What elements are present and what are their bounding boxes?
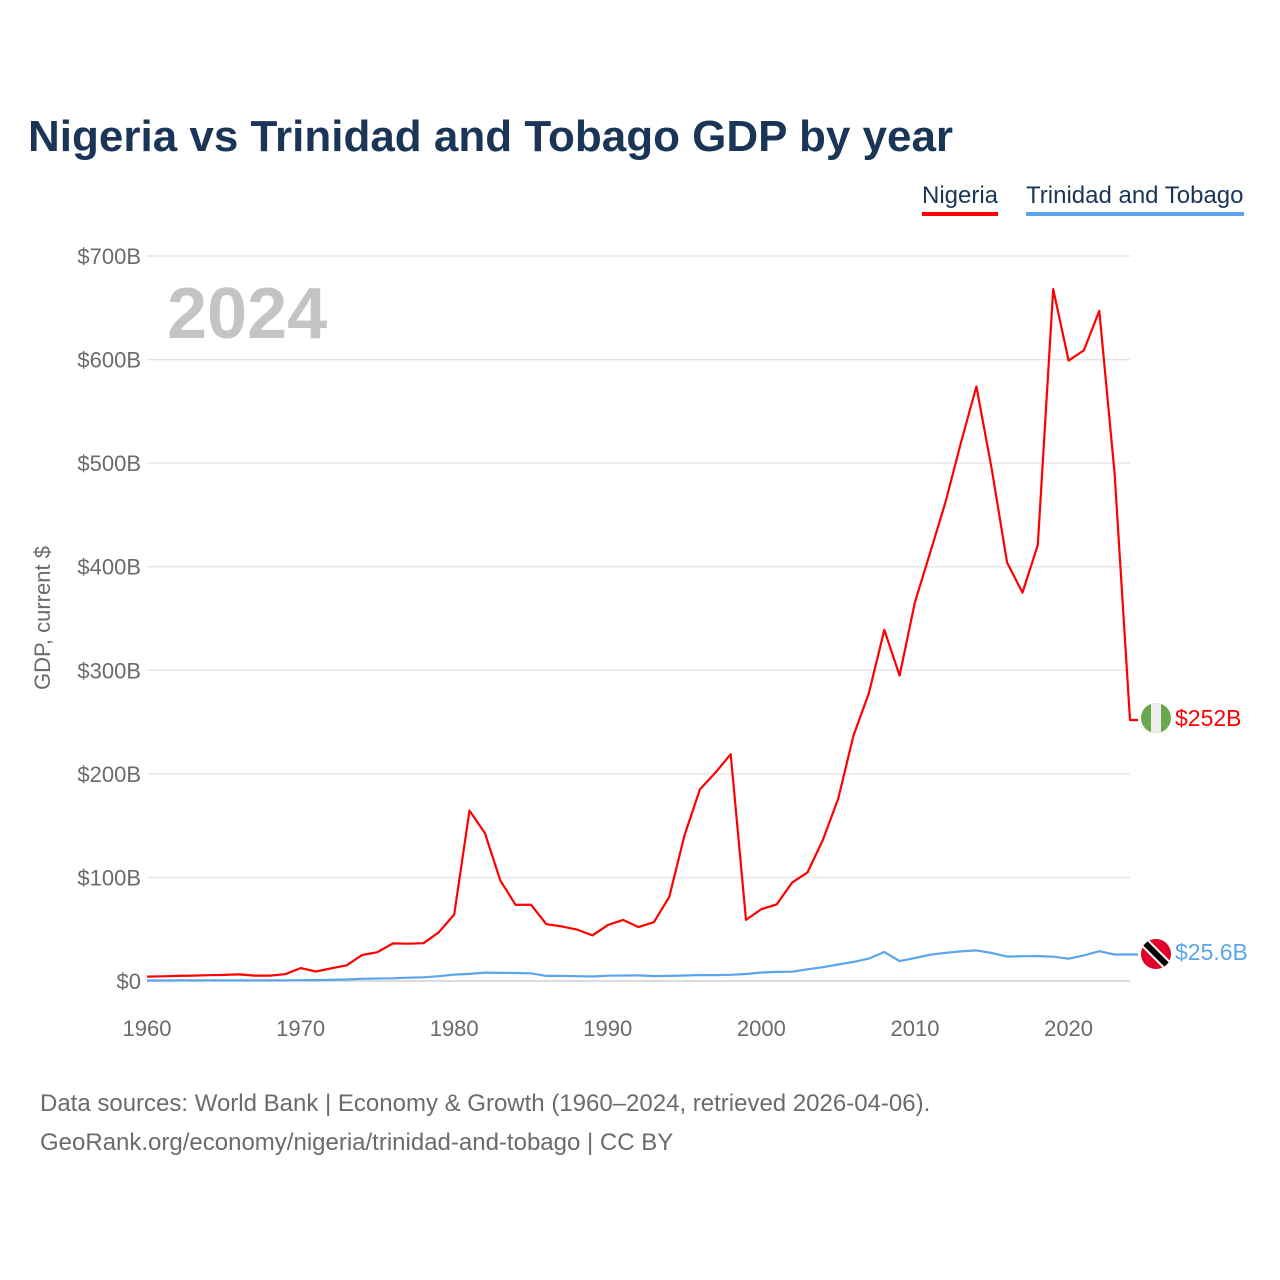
x-tick-label: 1990 — [583, 1016, 632, 1041]
nigeria-end-label: $252B — [1175, 705, 1242, 731]
legend-trinidad-and-tobago[interactable]: Trinidad and Tobago — [1026, 182, 1244, 216]
x-tick-label: 1970 — [276, 1016, 325, 1041]
legend-nigeria[interactable]: Nigeria — [922, 182, 999, 216]
x-tick-label: 2020 — [1044, 1016, 1093, 1041]
x-tick-label: 2000 — [737, 1016, 786, 1041]
x-tick-label: 1980 — [430, 1016, 479, 1041]
y-tick-label: $400B — [77, 555, 141, 580]
trinidad-end-label: $25.6B — [1175, 939, 1248, 965]
y-tick-label: $300B — [77, 658, 141, 683]
y-tick-label: $600B — [77, 348, 141, 373]
footer-sources: Data sources: World Bank | Economy & Gro… — [40, 1090, 931, 1117]
nigeria-flag-icon — [1141, 703, 1171, 733]
footer: Data sources: World Bank | Economy & Gro… — [40, 1084, 930, 1162]
y-tick-label: $100B — [77, 865, 141, 890]
series-line-nigeria — [146, 288, 1138, 978]
series-line-trinidad-and-tobago — [147, 949, 1138, 982]
year-watermark: 2024 — [167, 274, 327, 354]
y-tick-label: $200B — [77, 762, 141, 787]
trinidad-flag-icon — [1141, 939, 1171, 969]
footer-link[interactable]: GeoRank.org/economy/nigeria/trinidad-and… — [40, 1129, 674, 1156]
y-tick-label: $0 — [117, 969, 141, 994]
chart-title: Nigeria vs Trinidad and Tobago GDP by ye… — [28, 112, 954, 161]
y-tick-label: $700B — [77, 244, 141, 269]
y-tick-label: $500B — [77, 451, 141, 476]
x-tick-label: 1960 — [123, 1016, 172, 1041]
x-tick-label: 2010 — [890, 1016, 939, 1041]
y-axis-label: GDP, current $ — [30, 546, 55, 690]
